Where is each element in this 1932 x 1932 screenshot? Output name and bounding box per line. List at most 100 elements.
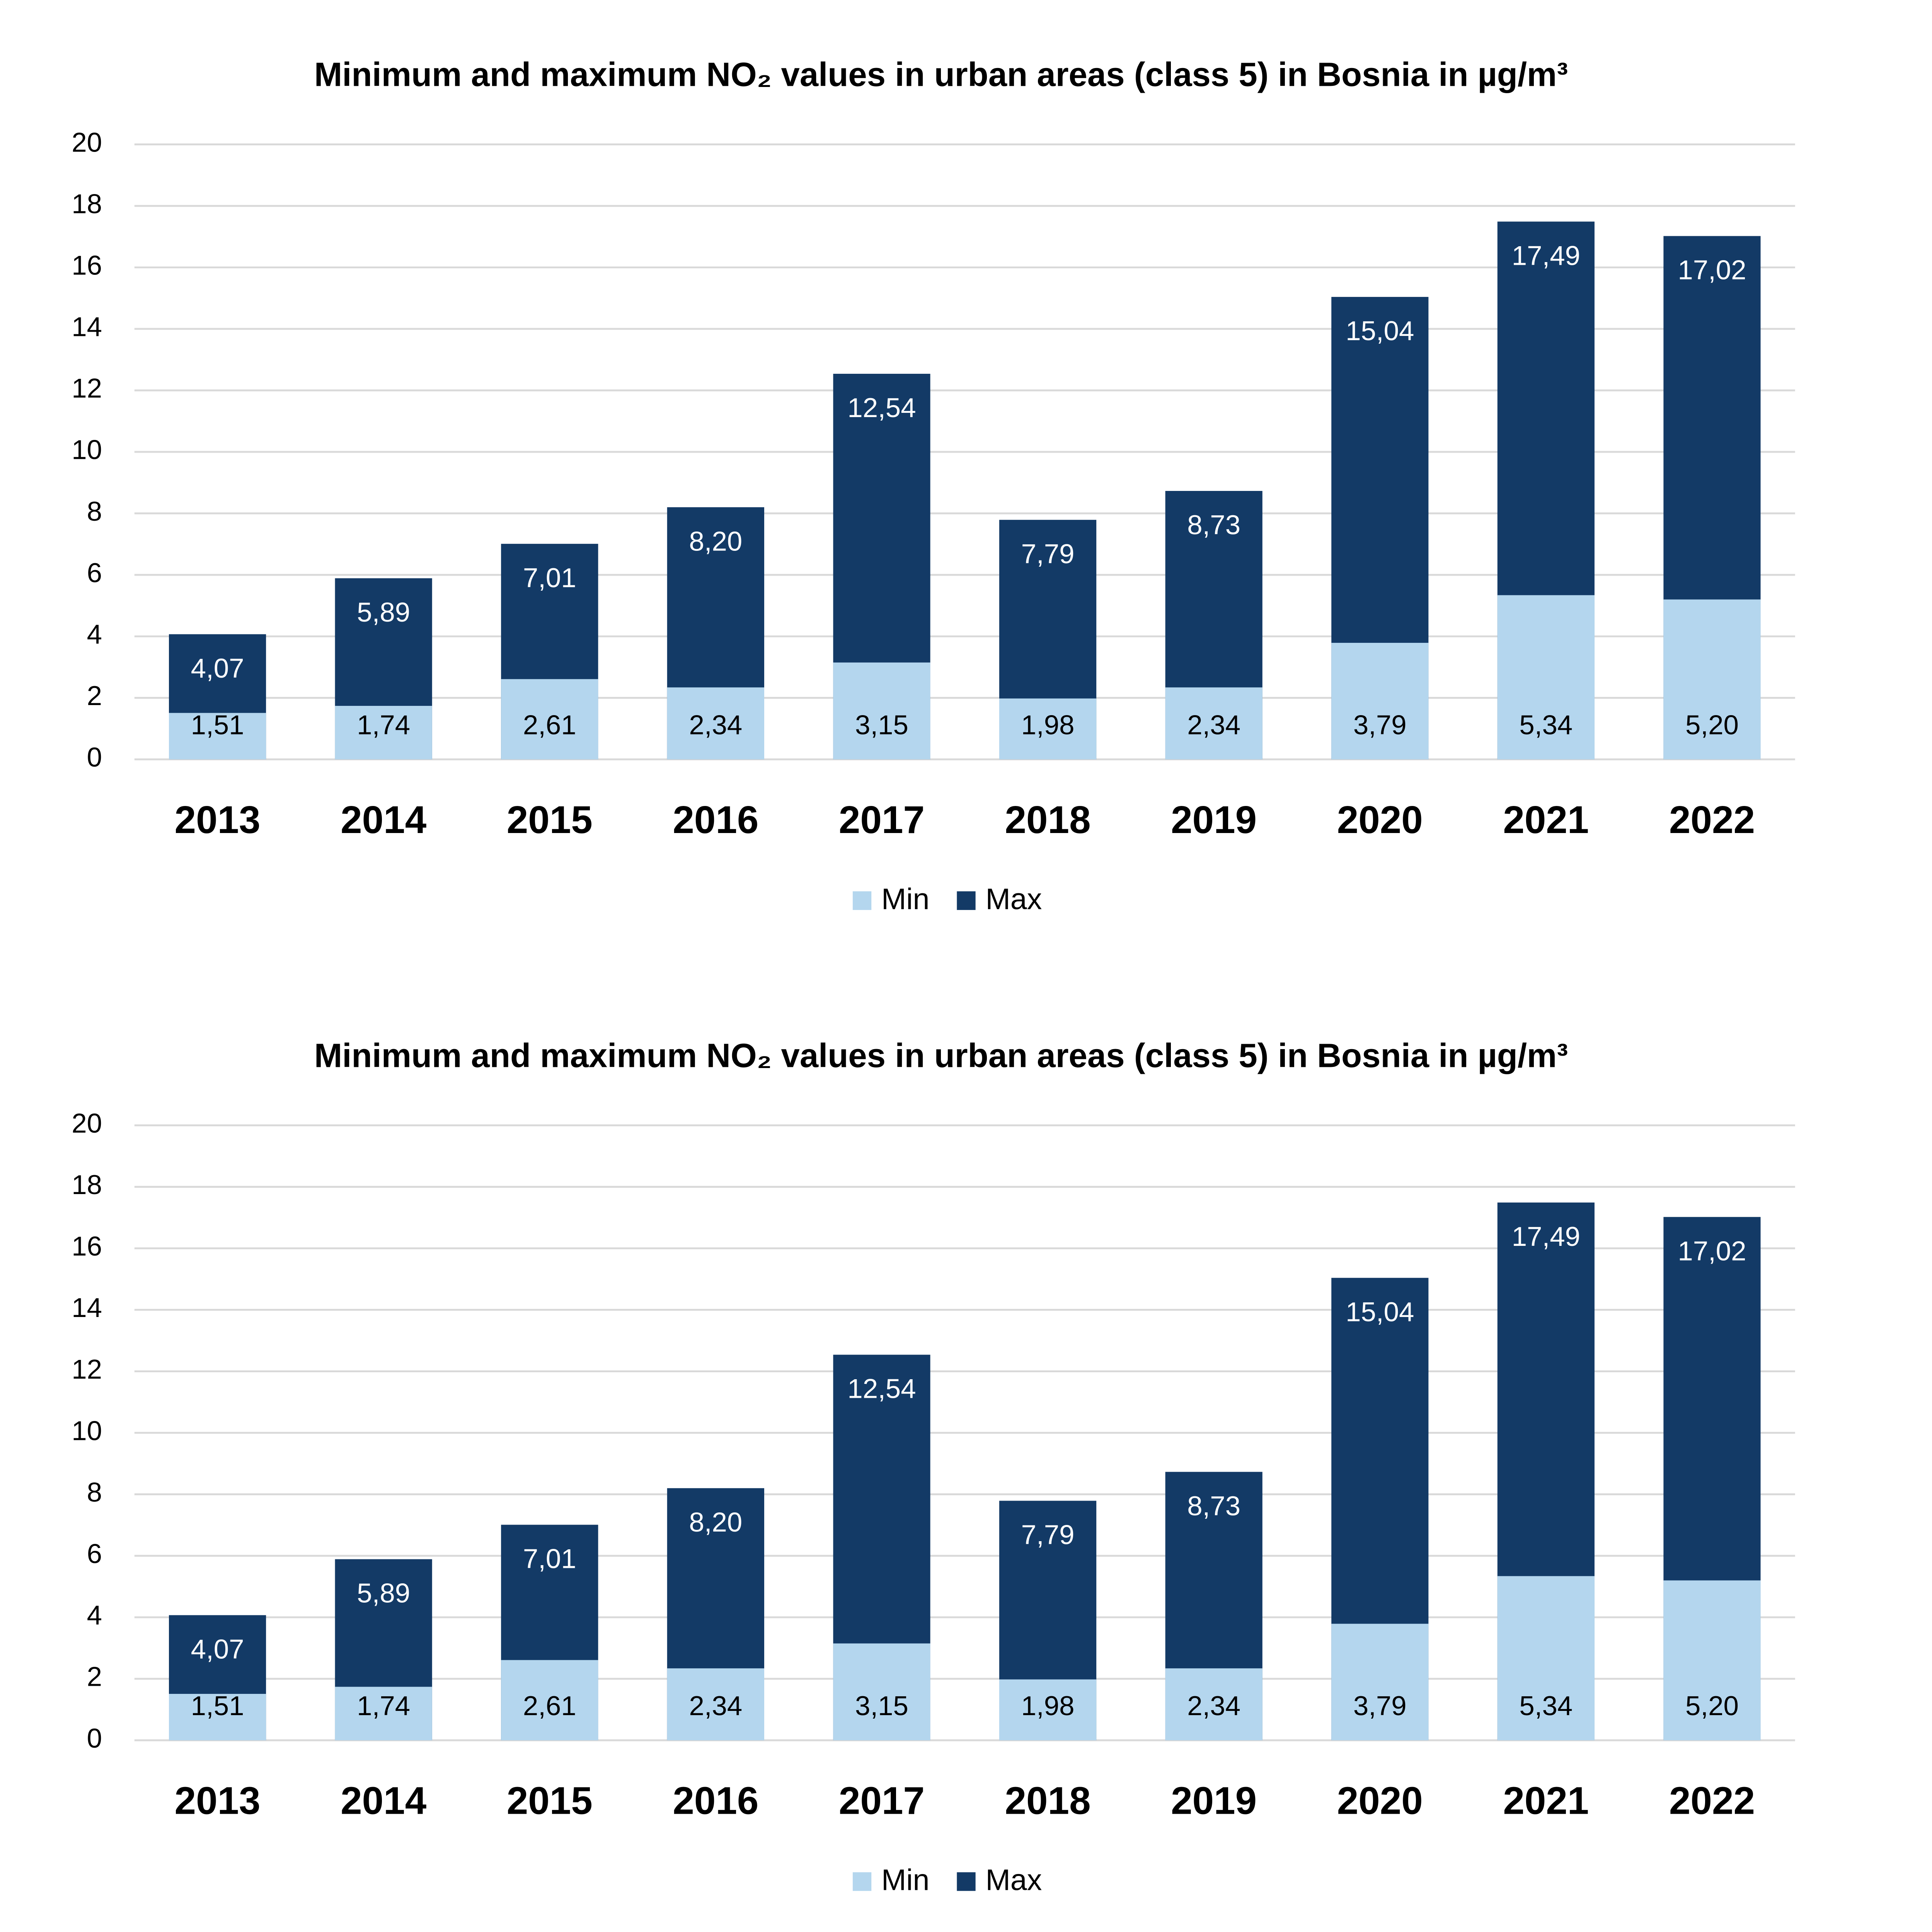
bar <box>833 662 930 760</box>
bar <box>1663 1580 1761 1741</box>
bar <box>999 1679 1097 1741</box>
y-tick-label: 6 <box>87 558 102 588</box>
data-label: 1,98 <box>1021 710 1075 740</box>
y-tick-label: 14 <box>72 312 102 342</box>
y-tick-label: 16 <box>72 250 102 281</box>
chart: Minimum and maximum NO₂ values in urban … <box>72 1037 1795 1897</box>
data-label: 5,20 <box>1685 710 1739 740</box>
data-label: 2,34 <box>1187 710 1240 740</box>
bar <box>335 1687 432 1741</box>
data-label: 5,89 <box>357 597 410 628</box>
bar <box>667 1668 764 1741</box>
y-tick-label: 8 <box>87 496 102 527</box>
chart: Minimum and maximum NO₂ values in urban … <box>72 56 1795 916</box>
chart-title: Minimum and maximum NO₂ values in urban … <box>314 56 1568 94</box>
x-tick-label: 2021 <box>1503 1780 1589 1823</box>
data-label: 7,01 <box>523 563 576 593</box>
x-tick-label: 2015 <box>507 799 593 842</box>
y-tick-label: 2 <box>87 681 102 711</box>
bar <box>1331 1624 1429 1741</box>
data-label: 7,79 <box>1021 539 1075 569</box>
bar <box>999 698 1097 760</box>
data-label: 5,20 <box>1685 1691 1739 1721</box>
data-label: 8,73 <box>1187 1491 1240 1521</box>
x-tick-label: 2018 <box>1005 1780 1091 1823</box>
x-tick-label: 2016 <box>673 799 758 842</box>
data-label: 2,61 <box>523 1691 576 1721</box>
chart-title: Minimum and maximum NO₂ values in urban … <box>314 1037 1568 1074</box>
data-label: 8,20 <box>689 1507 742 1538</box>
data-label: 5,34 <box>1519 1691 1573 1721</box>
y-tick-label: 20 <box>72 1108 102 1139</box>
y-tick-label: 0 <box>87 1723 102 1754</box>
bar <box>335 706 432 760</box>
x-tick-label: 2017 <box>839 799 925 842</box>
bar <box>1165 687 1262 760</box>
legend-swatch <box>957 891 976 910</box>
x-tick-label: 2017 <box>839 1780 925 1823</box>
data-label: 5,34 <box>1519 710 1573 740</box>
data-label: 2,34 <box>689 1691 742 1721</box>
data-label: 1,98 <box>1021 1691 1075 1721</box>
bar <box>1497 1576 1595 1741</box>
data-label: 17,02 <box>1678 1236 1746 1266</box>
x-tick-label: 2015 <box>507 1780 593 1823</box>
legend-label: Min <box>881 883 930 916</box>
data-label: 1,51 <box>191 710 244 740</box>
data-label: 2,34 <box>1187 1691 1240 1721</box>
x-tick-label: 2016 <box>673 1780 758 1823</box>
x-tick-label: 2014 <box>341 1780 426 1823</box>
y-tick-label: 10 <box>72 1416 102 1446</box>
x-tick-label: 2013 <box>175 1780 261 1823</box>
y-tick-label: 14 <box>72 1293 102 1323</box>
bar <box>1331 642 1429 760</box>
x-tick-label: 2019 <box>1171 799 1257 842</box>
data-label: 3,79 <box>1353 710 1407 740</box>
legend-label: Max <box>985 883 1042 916</box>
y-tick-label: 20 <box>72 127 102 158</box>
x-tick-label: 2019 <box>1171 1780 1257 1823</box>
data-label: 3,15 <box>855 710 908 740</box>
legend-swatch <box>852 1872 872 1891</box>
y-tick-label: 0 <box>87 742 102 773</box>
data-label: 17,02 <box>1678 255 1746 286</box>
bar <box>1497 595 1595 760</box>
y-tick-label: 18 <box>72 1170 102 1200</box>
data-label: 3,15 <box>855 1691 908 1721</box>
bar <box>1663 599 1761 760</box>
y-tick-label: 12 <box>72 373 102 404</box>
data-label: 17,49 <box>1512 1222 1580 1252</box>
data-label: 5,89 <box>357 1578 410 1609</box>
data-label: 2,34 <box>689 710 742 740</box>
x-tick-label: 2022 <box>1669 799 1755 842</box>
data-label: 8,20 <box>689 526 742 557</box>
y-tick-label: 4 <box>87 619 102 650</box>
data-label: 4,07 <box>191 653 244 684</box>
legend-label: Min <box>881 1864 930 1897</box>
bar <box>1165 1668 1262 1741</box>
y-tick-label: 18 <box>72 189 102 219</box>
y-tick-label: 12 <box>72 1354 102 1385</box>
y-tick-label: 2 <box>87 1662 102 1692</box>
data-label: 15,04 <box>1346 1297 1414 1327</box>
y-tick-label: 10 <box>72 435 102 465</box>
legend-swatch <box>852 891 872 910</box>
y-tick-label: 8 <box>87 1477 102 1508</box>
bar <box>169 1693 266 1741</box>
x-tick-label: 2020 <box>1337 799 1423 842</box>
x-tick-label: 2014 <box>341 799 426 842</box>
x-tick-label: 2020 <box>1337 1780 1423 1823</box>
data-label: 3,79 <box>1353 1691 1407 1721</box>
bar <box>833 1643 930 1741</box>
data-label: 12,54 <box>847 393 916 423</box>
data-label: 12,54 <box>847 1374 916 1404</box>
data-label: 1,51 <box>191 1691 244 1721</box>
data-label: 1,74 <box>357 710 410 740</box>
x-tick-label: 2021 <box>1503 799 1589 842</box>
data-label: 17,49 <box>1512 240 1580 271</box>
x-tick-label: 2018 <box>1005 799 1091 842</box>
data-label: 15,04 <box>1346 316 1414 346</box>
bar <box>169 713 266 760</box>
y-tick-label: 6 <box>87 1539 102 1569</box>
